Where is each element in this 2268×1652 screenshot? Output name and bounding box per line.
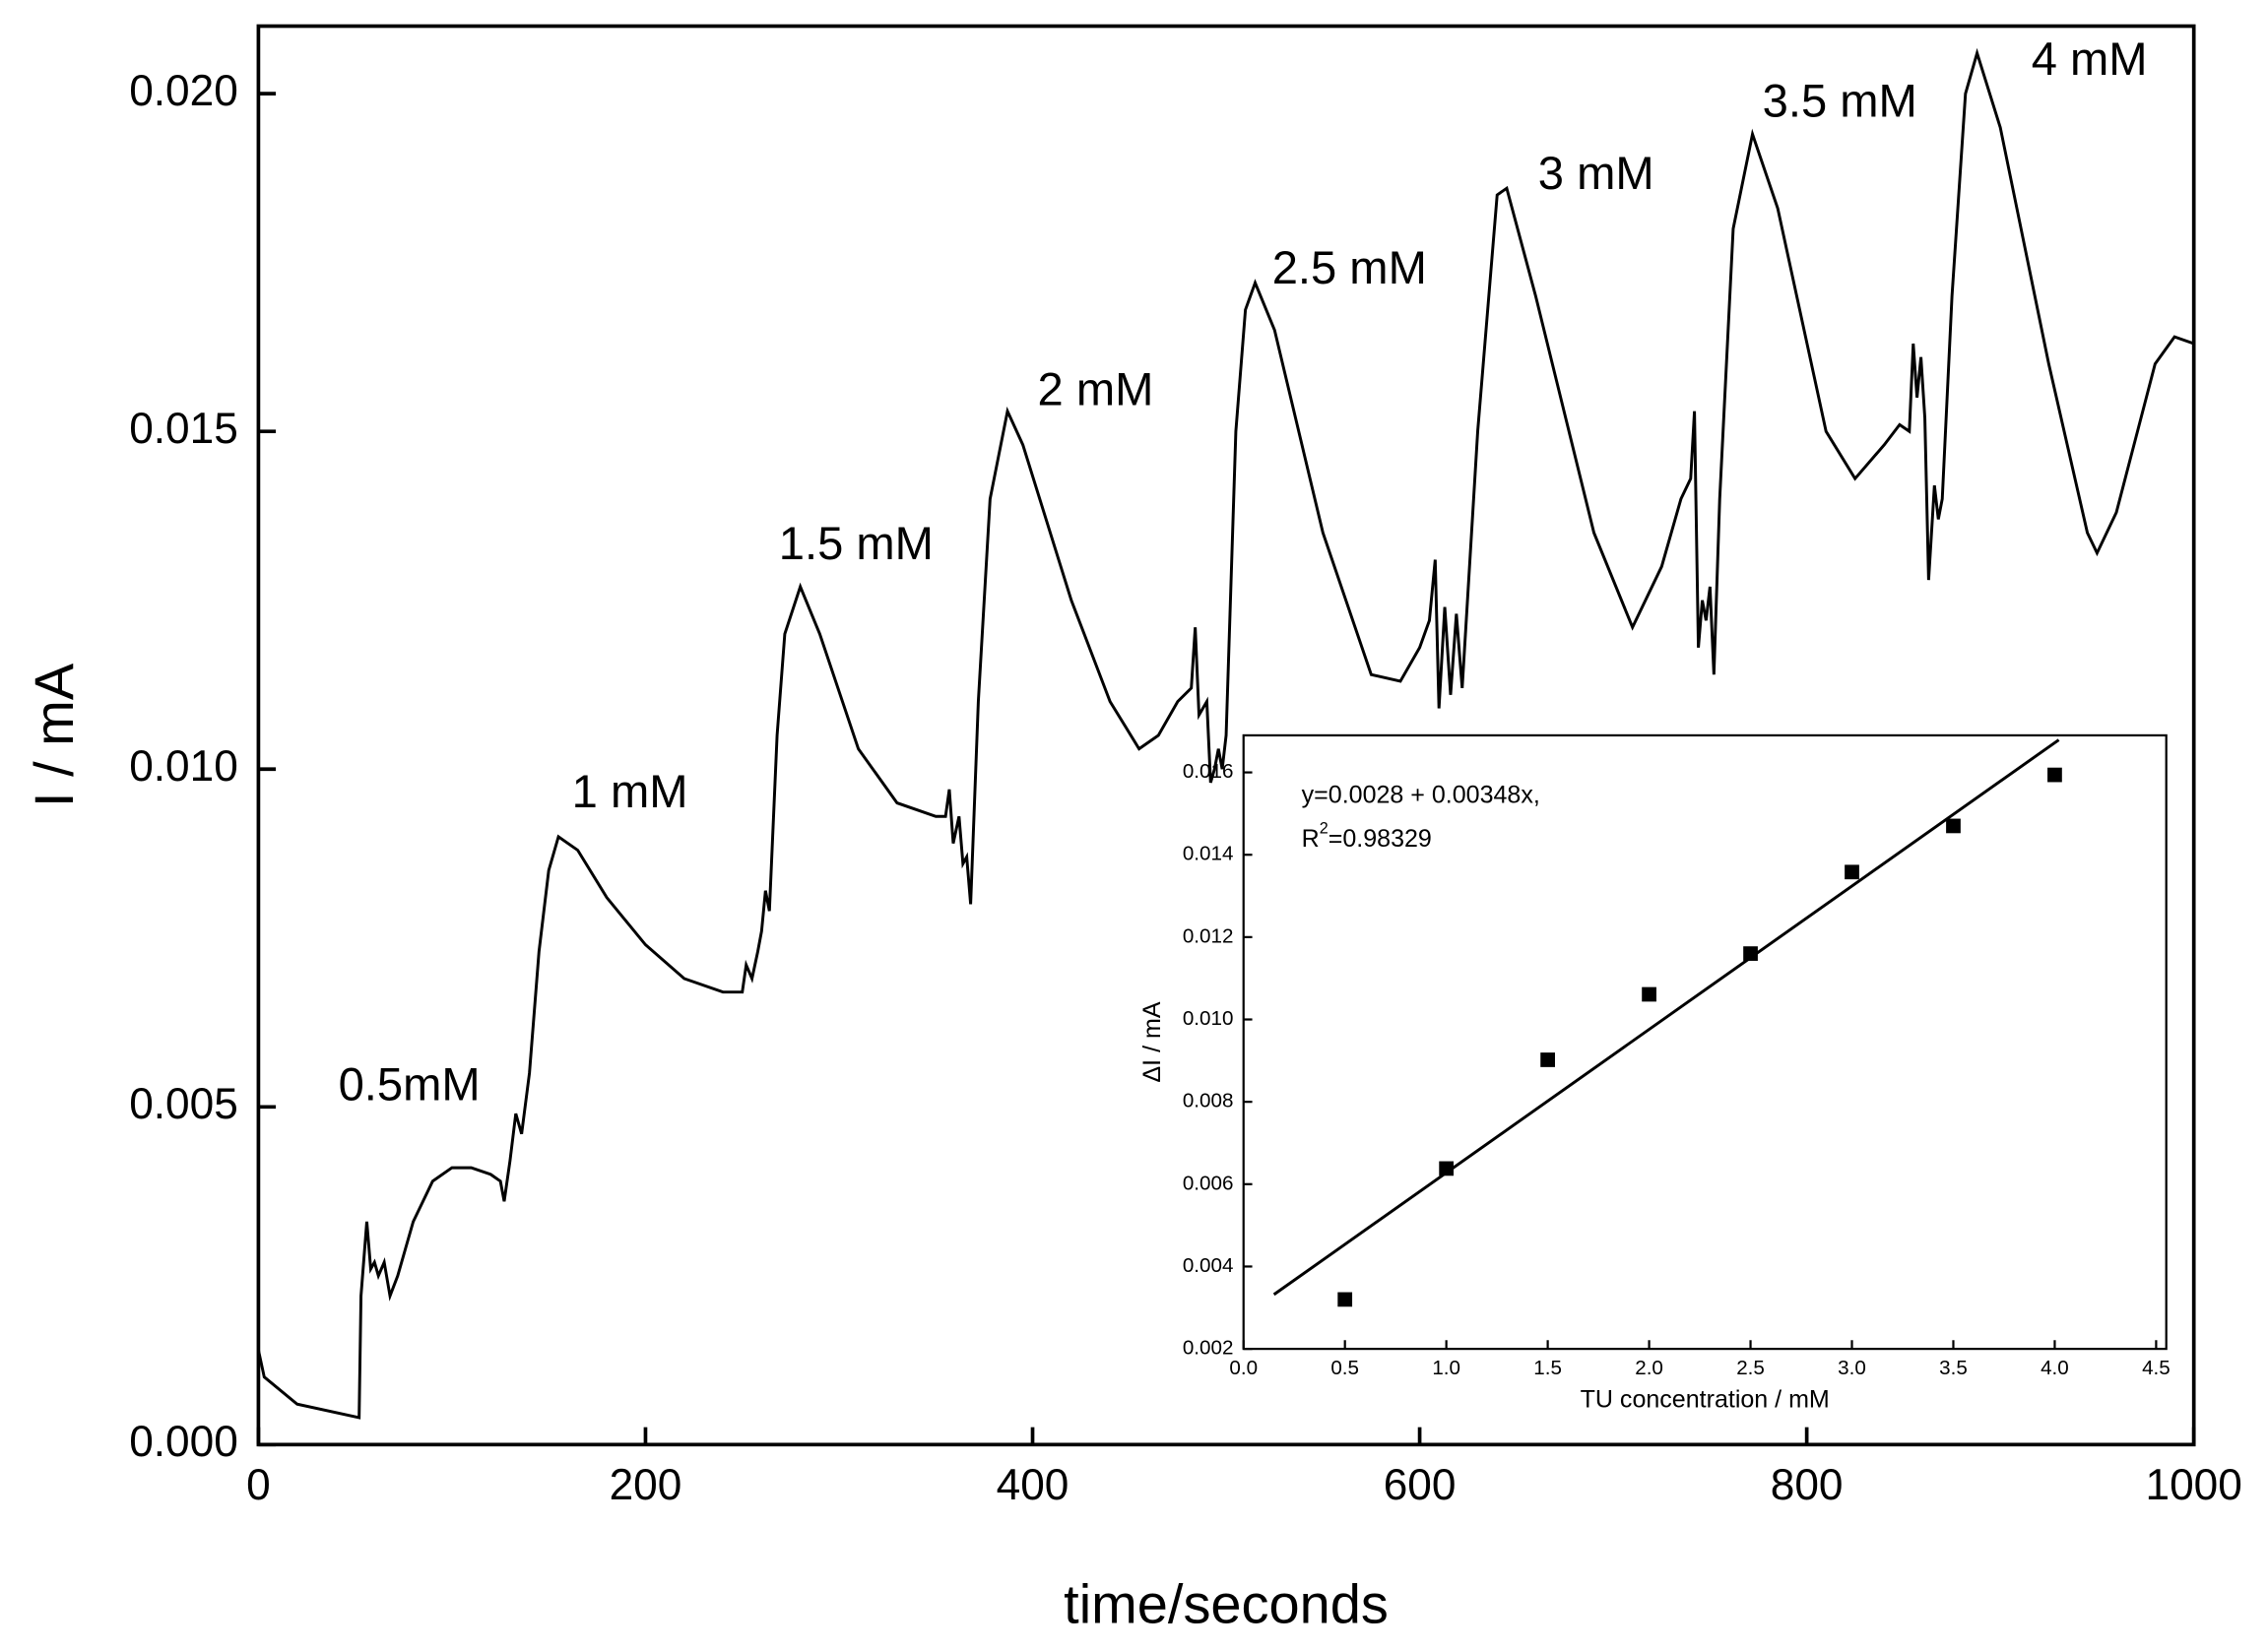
data-point [1743,946,1758,961]
concentration-label: 2 mM [1038,363,1154,415]
plot-frame [256,24,2196,1447]
concentration-label: 1.5 mM [779,517,934,569]
r-squared: R2=0.98329 [1302,820,1432,853]
y-tick-label: 0.010 [129,742,238,791]
data-line [256,47,2195,1420]
plot-frame [1242,733,2168,1351]
data-point [1439,1161,1455,1176]
x-tick-label: 1.0 [1432,1357,1460,1379]
x-tick-label: 2.0 [1635,1357,1663,1379]
y-tick-label: 0.012 [1183,924,1234,947]
concentration-label: 1 mM [572,765,688,817]
x-tick-label: 0.5 [1330,1357,1359,1379]
y-axis-label: ΔI / mA [1138,1001,1166,1082]
y-tick-label: 0.020 [129,67,238,115]
x-tick-label: 800 [1771,1461,1844,1509]
concentration-label: 3 mM [1538,147,1654,199]
r-squared-base: R [1302,825,1320,853]
inset-background [1243,734,2167,1350]
x-tick-label: 400 [997,1461,1069,1509]
data-point [2047,767,2062,783]
x-axis-label: time/seconds [1064,1573,1389,1635]
x-tick-label: 2.5 [1736,1357,1765,1379]
fit-line [1272,738,2060,1297]
x-tick-label: 200 [610,1461,682,1509]
y-tick-label: 0.014 [1183,843,1234,865]
x-tick-label: 3.5 [1939,1357,1968,1379]
y-axis-label: I / mA [23,663,85,807]
r-squared-sup: 2 [1320,820,1328,838]
x-tick-label: 0 [246,1461,271,1509]
y-tick-label: 0.010 [1183,1007,1234,1030]
y-tick-label: 0.000 [129,1418,238,1466]
x-tick-label: 4.5 [2142,1357,2171,1379]
x-tick-label: 600 [1384,1461,1457,1509]
x-tick-label: 3.0 [1838,1357,1866,1379]
data-point [1337,1292,1353,1307]
data-point [1845,864,1859,880]
y-tick-label: 0.008 [1183,1090,1234,1112]
x-tick-label: 0.0 [1229,1357,1258,1379]
concentration-label: 3.5 mM [1763,75,1917,127]
y-tick-label: 0.002 [1183,1337,1234,1360]
concentration-label: 0.5mM [339,1057,481,1110]
concentration-label: 2.5 mM [1272,241,1427,293]
y-tick-label: 0.006 [1183,1172,1234,1194]
data-point [1642,986,1656,1002]
data-point [1540,1052,1555,1067]
x-tick-label: 1000 [2146,1461,2242,1509]
y-tick-label: 0.004 [1183,1254,1234,1277]
y-tick-label: 0.015 [129,405,238,453]
y-tick-label: 0.005 [129,1080,238,1128]
y-tick-label: 0.016 [1183,760,1234,783]
data-point [1946,818,1961,834]
r-squared-text: =0.98329 [1328,825,1432,853]
concentration-label: 4 mM [2032,32,2148,85]
x-tick-label: 1.5 [1533,1357,1562,1379]
fit-equation: y=0.0028 + 0.00348x, [1302,781,1540,808]
x-axis-label: TU concentration / mM [1581,1386,1830,1414]
x-tick-label: 4.0 [2041,1357,2069,1379]
